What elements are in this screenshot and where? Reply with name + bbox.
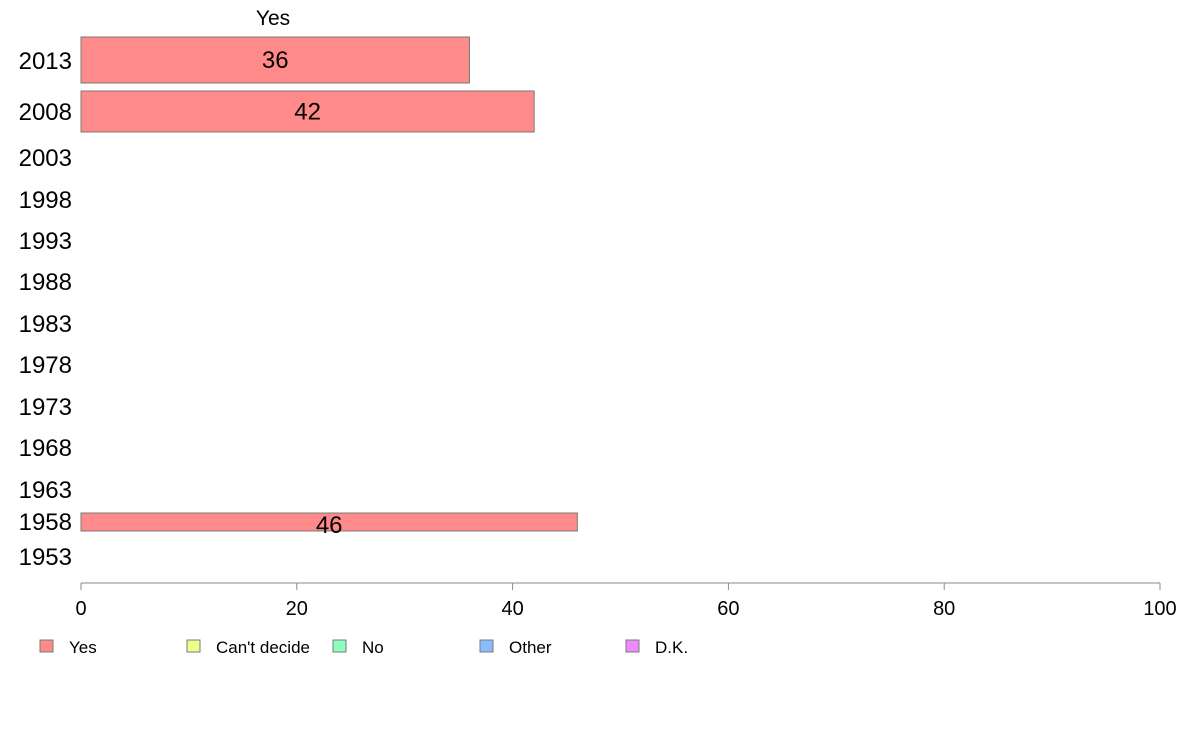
legend-swatch-no [332,639,347,653]
x-tick-label-20: 20 [286,598,308,620]
legend-label-d-k: D.K. [655,638,688,657]
x-tick-label-40: 40 [501,598,523,620]
data-label-2013: 36 [262,47,289,74]
bar-1958 [80,512,578,532]
legend-label-other: Other [509,638,552,657]
category-label-2003: 2003 [19,145,72,172]
category-label-1963: 1963 [19,477,72,504]
category-label-1993: 1993 [19,228,72,255]
legend-label-no: No [362,638,384,657]
x-axis: 0 20 40 60 80 100 [75,582,1177,620]
data-label-1958: 46 [316,512,343,539]
x-tick-label-80: 80 [933,598,955,620]
category-label-2008: 2008 [19,99,72,126]
category-label-1973: 1973 [19,394,72,421]
panel-title: Yes [256,7,290,30]
bar-2013 [80,36,470,84]
data-label-2008: 42 [294,99,321,126]
legend-swatch-yes [39,639,54,653]
x-tick-label-60: 60 [717,598,739,620]
x-tick-label-0: 0 [75,598,86,620]
legend-swatch-d-k [625,639,640,653]
category-label-1958: 1958 [19,509,72,536]
legend-swatch-other [479,639,494,653]
category-label-1953: 1953 [19,544,72,571]
bar-2008 [80,90,535,133]
category-label-1998: 1998 [19,187,72,214]
category-label-1983: 1983 [19,311,72,338]
legend: Yes Can't decide No Other D.K. [39,638,688,657]
category-label-1978: 1978 [19,352,72,379]
category-label-2013: 2013 [19,48,72,75]
x-tick-label-100: 100 [1143,598,1176,620]
legend-swatch-can-t-decide [186,639,201,653]
legend-label-yes: Yes [69,638,97,657]
category-labels: 2013 2008 2003 1998 1993 1988 1983 1978 1973 1968… [19,48,72,571]
category-label-1968: 1968 [19,435,72,462]
category-label-1988: 1988 [19,269,72,296]
legend-label-can-t-decide: Can't decide [216,638,310,657]
